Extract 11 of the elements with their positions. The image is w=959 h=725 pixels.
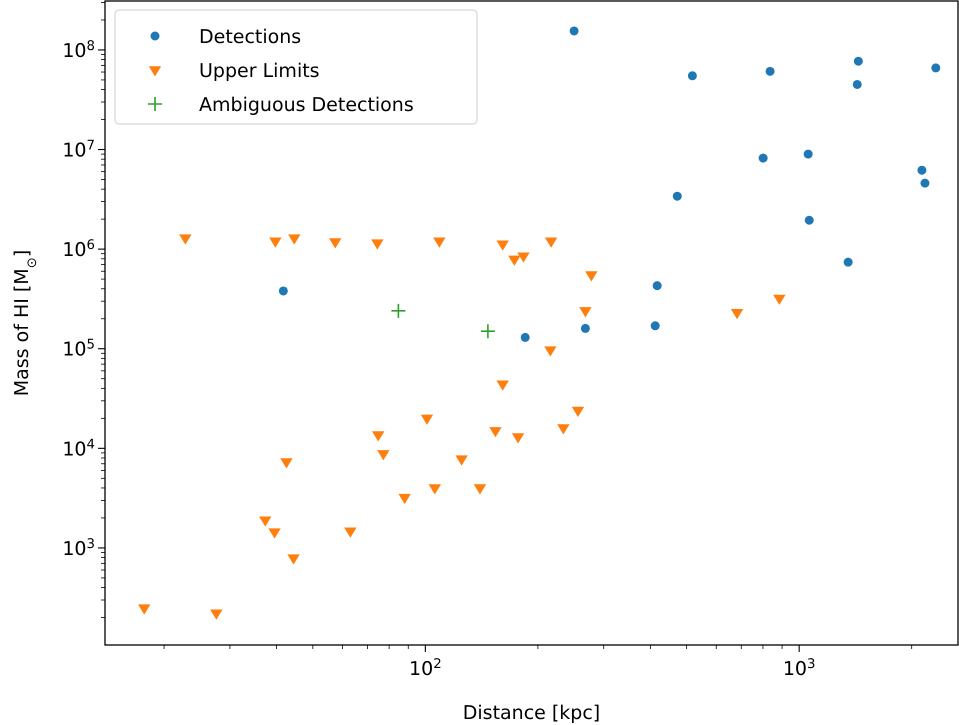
- y-tick-label: 10$^{8}$: [62, 38, 95, 62]
- x-tick-label: 10$^{2}$: [409, 656, 442, 680]
- y-tick-label: 10$^{4}$: [62, 436, 95, 460]
- x-axis-title: Distance [kpc]: [462, 702, 600, 724]
- y-tick-label: 10$^{5}$: [62, 337, 95, 361]
- legend-label: Detections: [199, 26, 302, 48]
- y-tick-label: 10$^{6}$: [62, 238, 95, 262]
- y-tick-label: 10$^{7}$: [62, 138, 95, 162]
- legend-label: Ambiguous Detections: [199, 94, 414, 116]
- y-tick-label: 10$^{3}$: [62, 536, 95, 560]
- legend-label: Upper Limits: [199, 60, 320, 82]
